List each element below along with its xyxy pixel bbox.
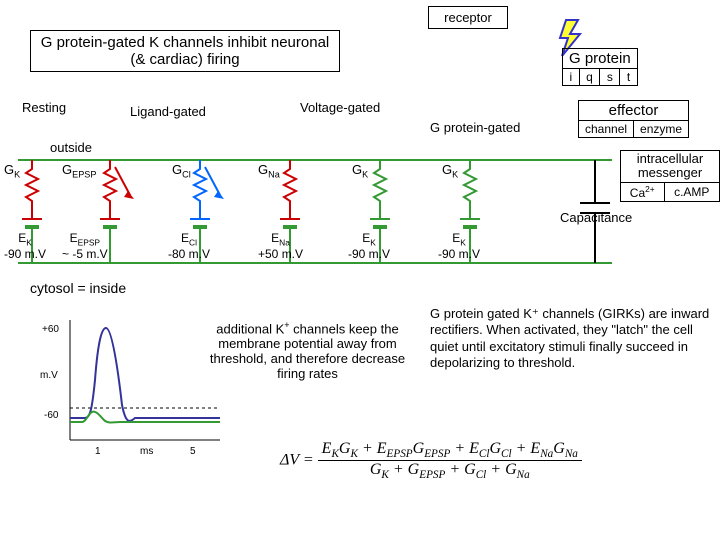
gprotein-gated-label: G protein-gated [430, 120, 520, 135]
g-label-1: GEPSP [62, 162, 96, 180]
receptor-box: receptor [428, 6, 508, 29]
resting-label: Resting [22, 100, 66, 115]
e-label-0: EK-90 m.V [4, 232, 46, 261]
svg-text:1: 1 [95, 446, 101, 457]
ligand-label: Ligand-gated [130, 104, 206, 119]
effector-col-channel: channel [579, 121, 634, 138]
e-label-1: EEPSP~ -5 m.V [62, 232, 108, 261]
g-label-4: GK [352, 162, 368, 180]
e-label-4: EK-90 m.V [348, 232, 390, 261]
svg-text:+60: +60 [42, 324, 59, 335]
capacitance-label: Capacitance [560, 210, 632, 225]
gprotein-table: G protein i q s t [562, 48, 638, 86]
svg-text:5: 5 [190, 446, 196, 457]
cytosol-label: cytosol = inside [30, 280, 126, 296]
g-label-2: GCl [172, 162, 191, 180]
effector-col-enzyme: enzyme [634, 121, 689, 138]
g-label-0: GK [4, 162, 20, 180]
e-label-5: EK-90 m.V [438, 232, 480, 261]
title-text: G protein-gated K channels inhibit neuro… [41, 34, 330, 68]
e-label-3: ENa+50 m.V [258, 232, 303, 261]
gprotein-col-i: i [563, 69, 580, 86]
g-label-3: GNa [258, 162, 280, 180]
gprotein-title: G protein [563, 49, 638, 69]
receptor-label: receptor [444, 10, 492, 25]
note1: additional K+ channels keep the membrane… [200, 320, 415, 381]
svg-text:m.V: m.V [40, 370, 58, 381]
voltage-label: Voltage-gated [300, 100, 380, 115]
e-label-2: ECl-80 m.V [168, 232, 210, 261]
effector-title: effector [579, 101, 689, 121]
title-box: G protein-gated K channels inhibit neuro… [30, 30, 340, 72]
effector-table: effector channel enzyme [578, 100, 689, 138]
equation: ΔV = EKGK + EEPSPGEPSP + EClGCl + ENaGNa… [280, 440, 582, 481]
gprotein-col-s: s [600, 69, 620, 86]
outside-label: outside [50, 140, 92, 155]
svg-text:-60: -60 [44, 410, 59, 421]
g-label-5: GK [442, 162, 458, 180]
svg-text:ms: ms [140, 446, 153, 457]
gprotein-col-q: q [579, 69, 600, 86]
gprotein-col-t: t [620, 69, 637, 86]
note2: G protein gated K⁺ channels (GIRKs) are … [430, 306, 710, 371]
